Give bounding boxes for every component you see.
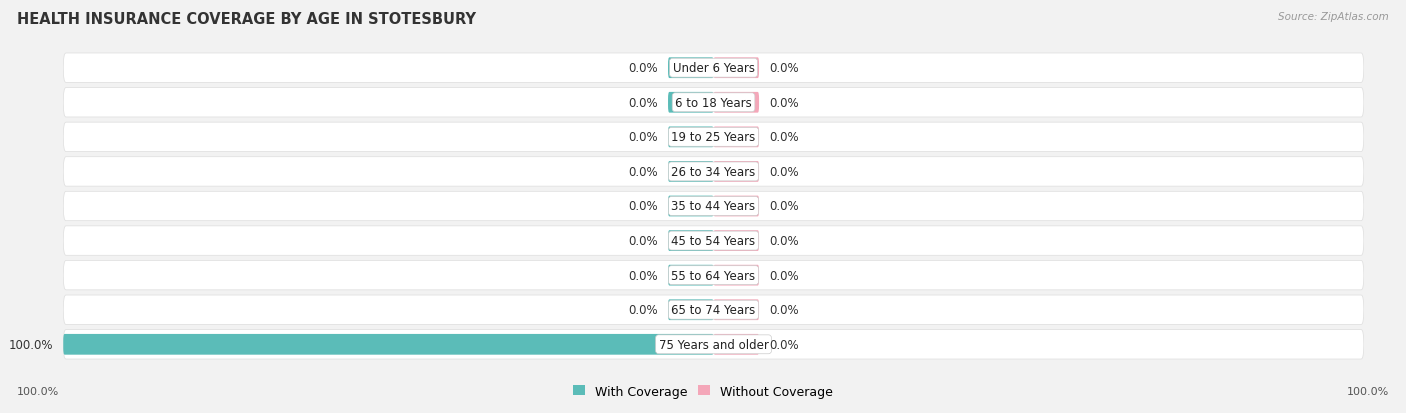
Text: 0.0%: 0.0% — [628, 131, 658, 144]
FancyBboxPatch shape — [63, 334, 713, 355]
FancyBboxPatch shape — [713, 161, 759, 183]
FancyBboxPatch shape — [63, 330, 1364, 359]
Legend: With Coverage, Without Coverage: With Coverage, Without Coverage — [568, 380, 838, 403]
Text: 0.0%: 0.0% — [769, 97, 799, 109]
FancyBboxPatch shape — [713, 93, 759, 114]
FancyBboxPatch shape — [668, 58, 713, 79]
FancyBboxPatch shape — [713, 334, 759, 355]
Text: 0.0%: 0.0% — [628, 269, 658, 282]
Text: 100.0%: 100.0% — [1347, 387, 1389, 396]
Text: 0.0%: 0.0% — [769, 338, 799, 351]
Text: 100.0%: 100.0% — [17, 387, 59, 396]
Text: 26 to 34 Years: 26 to 34 Years — [672, 166, 755, 178]
FancyBboxPatch shape — [63, 261, 1364, 290]
Text: 0.0%: 0.0% — [769, 62, 799, 75]
Text: 0.0%: 0.0% — [769, 166, 799, 178]
FancyBboxPatch shape — [63, 192, 1364, 221]
FancyBboxPatch shape — [713, 58, 759, 79]
FancyBboxPatch shape — [668, 230, 713, 252]
FancyBboxPatch shape — [63, 123, 1364, 152]
Text: Source: ZipAtlas.com: Source: ZipAtlas.com — [1278, 12, 1389, 22]
FancyBboxPatch shape — [713, 230, 759, 252]
FancyBboxPatch shape — [713, 299, 759, 320]
Text: 0.0%: 0.0% — [628, 304, 658, 316]
FancyBboxPatch shape — [63, 88, 1364, 118]
Text: 19 to 25 Years: 19 to 25 Years — [672, 131, 755, 144]
Text: 0.0%: 0.0% — [769, 304, 799, 316]
Text: 0.0%: 0.0% — [769, 200, 799, 213]
Text: 55 to 64 Years: 55 to 64 Years — [672, 269, 755, 282]
Text: 0.0%: 0.0% — [769, 131, 799, 144]
FancyBboxPatch shape — [668, 93, 713, 114]
FancyBboxPatch shape — [668, 161, 713, 183]
FancyBboxPatch shape — [668, 196, 713, 217]
Text: 0.0%: 0.0% — [628, 235, 658, 247]
Text: 100.0%: 100.0% — [8, 338, 53, 351]
Text: 45 to 54 Years: 45 to 54 Years — [672, 235, 755, 247]
Text: 35 to 44 Years: 35 to 44 Years — [672, 200, 755, 213]
FancyBboxPatch shape — [713, 265, 759, 286]
Text: 0.0%: 0.0% — [769, 269, 799, 282]
Text: 0.0%: 0.0% — [769, 235, 799, 247]
Text: HEALTH INSURANCE COVERAGE BY AGE IN STOTESBURY: HEALTH INSURANCE COVERAGE BY AGE IN STOT… — [17, 12, 475, 27]
Text: 6 to 18 Years: 6 to 18 Years — [675, 97, 752, 109]
Text: 65 to 74 Years: 65 to 74 Years — [672, 304, 755, 316]
FancyBboxPatch shape — [668, 265, 713, 286]
FancyBboxPatch shape — [668, 299, 713, 320]
FancyBboxPatch shape — [63, 226, 1364, 256]
FancyBboxPatch shape — [63, 295, 1364, 325]
FancyBboxPatch shape — [668, 127, 713, 148]
Text: 0.0%: 0.0% — [628, 200, 658, 213]
FancyBboxPatch shape — [713, 127, 759, 148]
FancyBboxPatch shape — [713, 196, 759, 217]
Text: 0.0%: 0.0% — [628, 62, 658, 75]
Text: Under 6 Years: Under 6 Years — [672, 62, 755, 75]
Text: 75 Years and older: 75 Years and older — [658, 338, 769, 351]
Text: 0.0%: 0.0% — [628, 97, 658, 109]
FancyBboxPatch shape — [63, 157, 1364, 187]
FancyBboxPatch shape — [63, 54, 1364, 83]
Text: 0.0%: 0.0% — [628, 166, 658, 178]
